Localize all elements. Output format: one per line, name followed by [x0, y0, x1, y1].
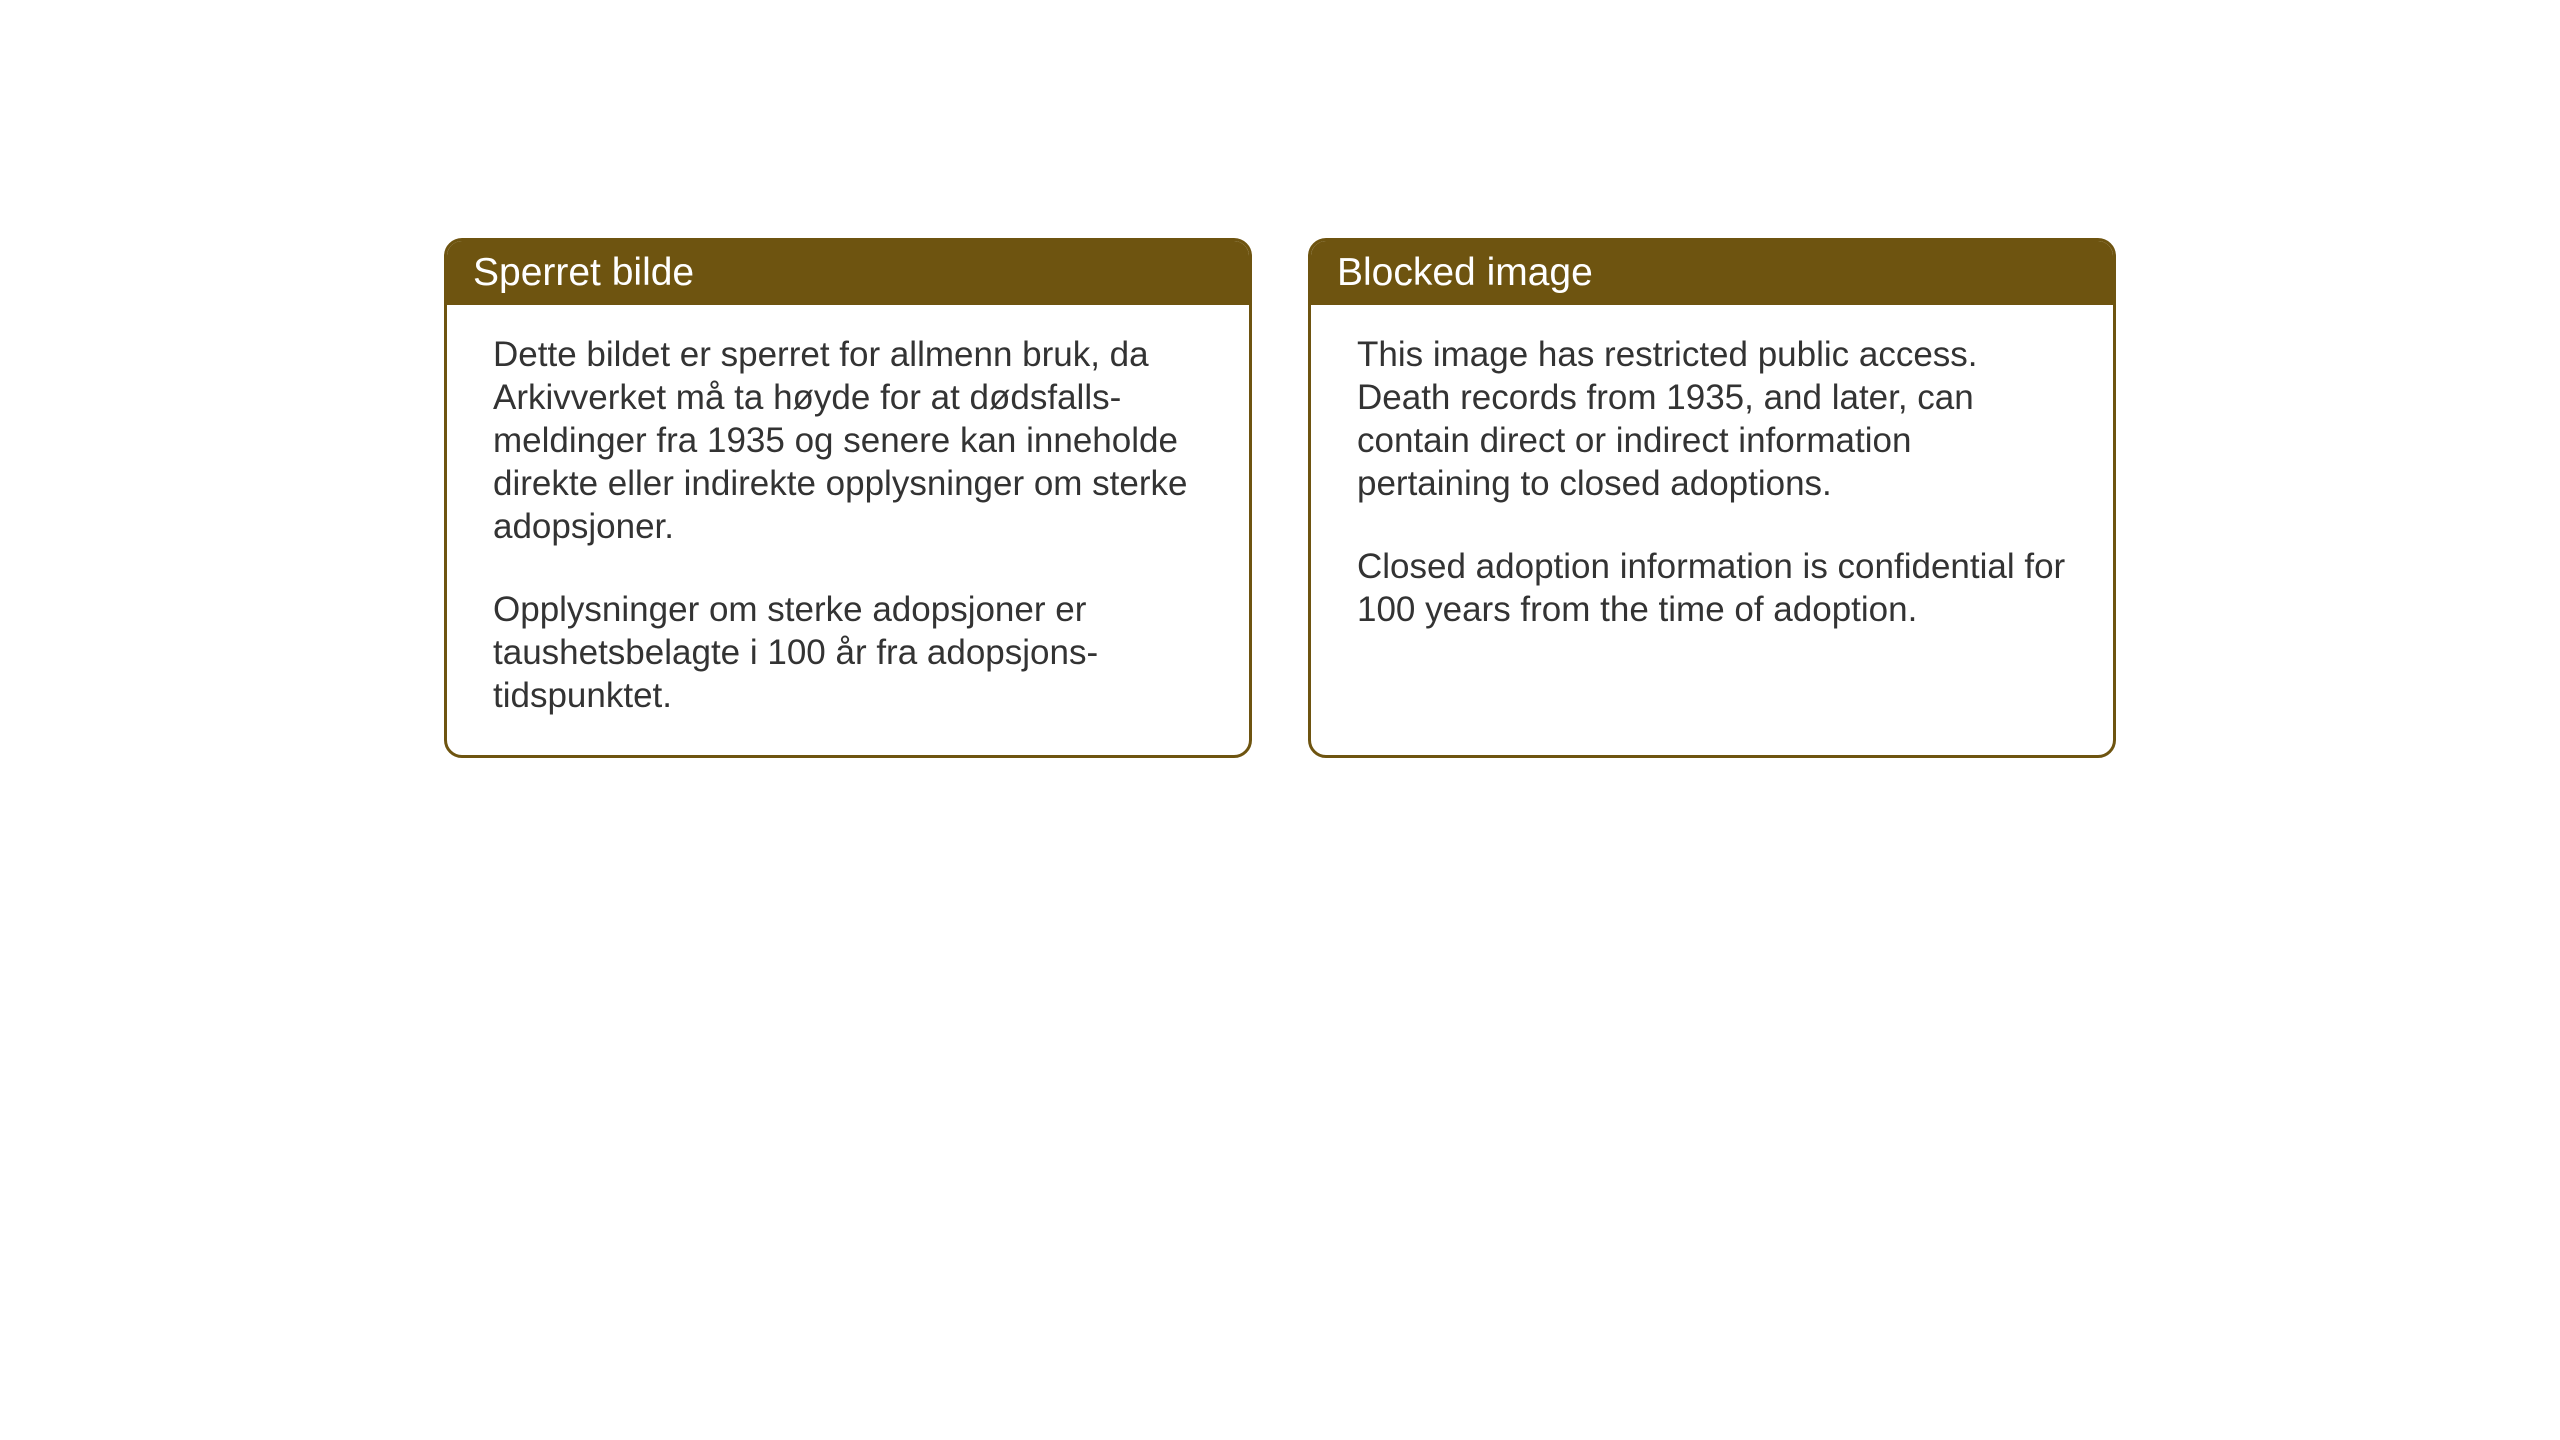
notice-paragraph-1-english: This image has restricted public access.… [1357, 333, 2067, 505]
notice-paragraph-1-norwegian: Dette bildet er sperret for allmenn bruk… [493, 333, 1203, 548]
notice-body-english: This image has restricted public access.… [1311, 305, 2113, 669]
notice-title-norwegian: Sperret bilde [447, 241, 1249, 305]
notice-paragraph-2-english: Closed adoption information is confident… [1357, 545, 2067, 631]
notice-container: Sperret bilde Dette bildet er sperret fo… [444, 238, 2116, 758]
notice-paragraph-2-norwegian: Opplysninger om sterke adopsjoner er tau… [493, 588, 1203, 717]
notice-title-english: Blocked image [1311, 241, 2113, 305]
notice-card-english: Blocked image This image has restricted … [1308, 238, 2116, 758]
notice-card-norwegian: Sperret bilde Dette bildet er sperret fo… [444, 238, 1252, 758]
notice-body-norwegian: Dette bildet er sperret for allmenn bruk… [447, 305, 1249, 755]
